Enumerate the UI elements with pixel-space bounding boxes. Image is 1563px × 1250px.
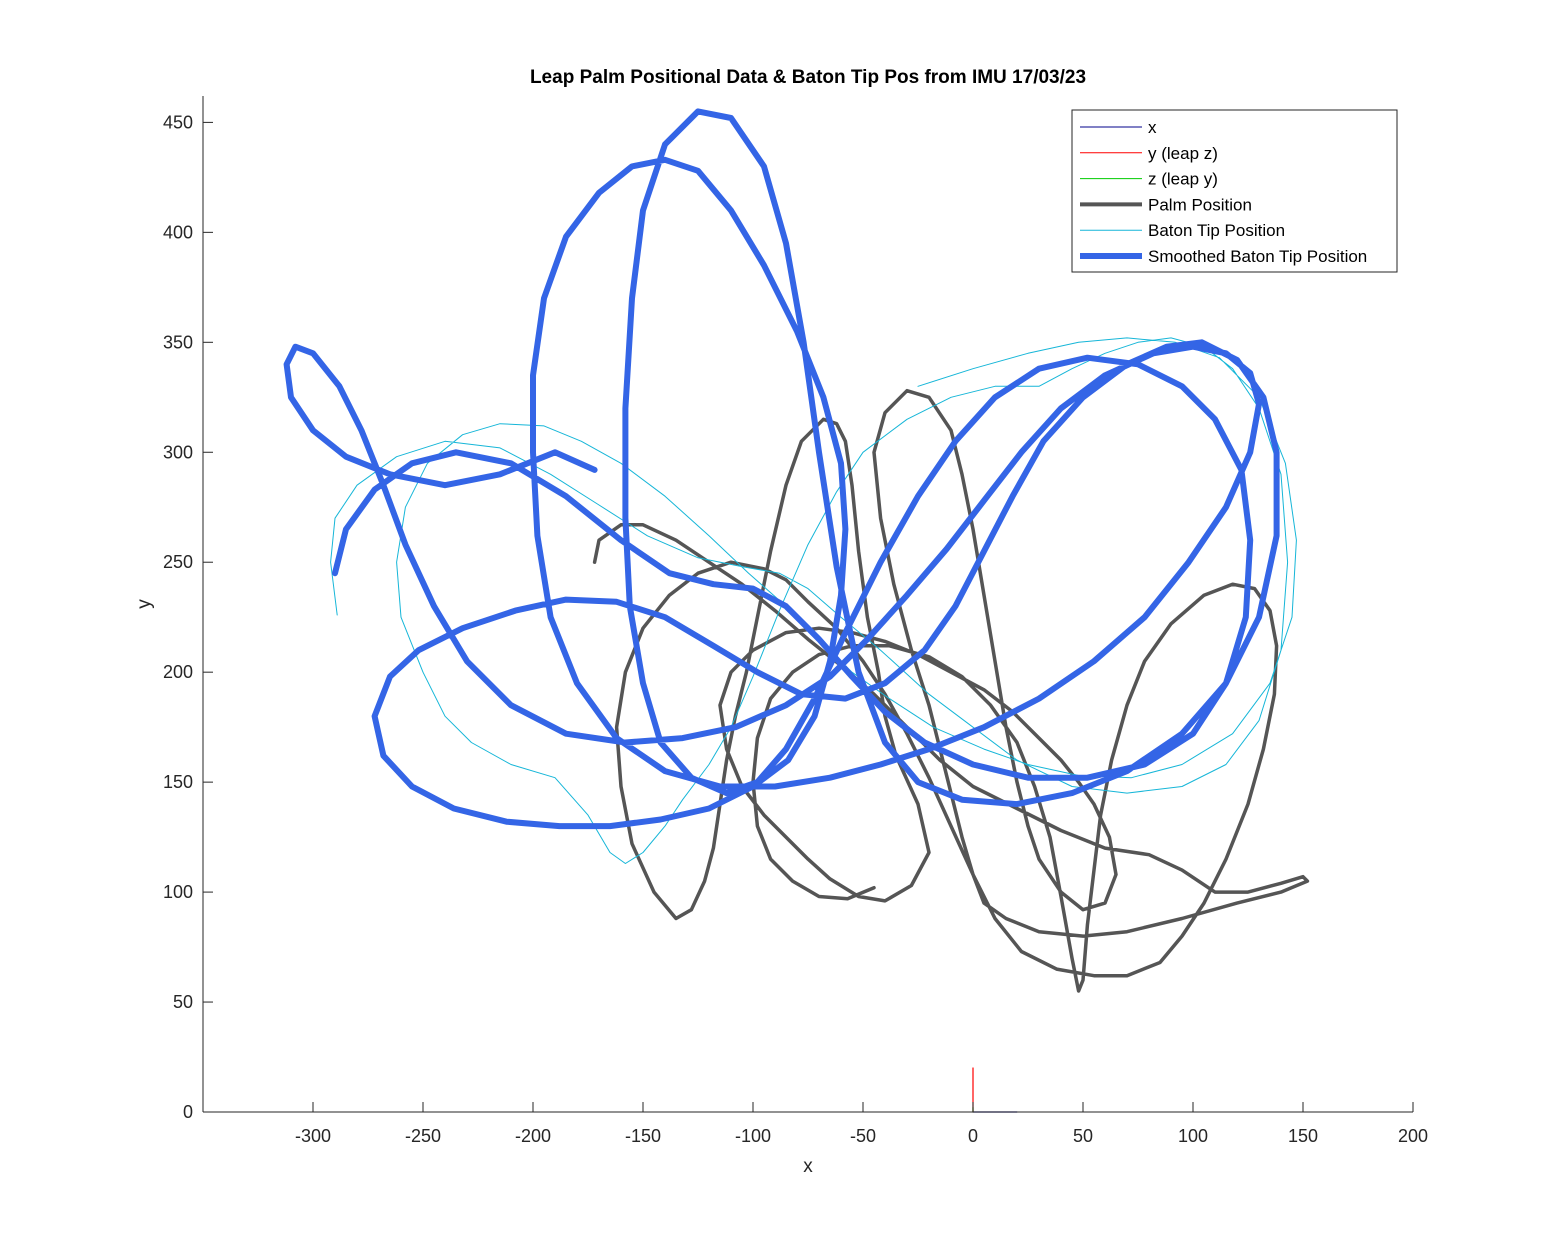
y-tick-label: 400 [163, 222, 193, 242]
x-tick-label: -250 [405, 1126, 441, 1146]
y-tick-label: 200 [163, 662, 193, 682]
y-tick-label: 50 [173, 992, 193, 1012]
legend-label-x: x [1148, 118, 1157, 137]
y-axis-label: y [134, 599, 155, 609]
x-tick-label: -50 [850, 1126, 876, 1146]
y-tick-label: 250 [163, 552, 193, 572]
x-tick-label: 100 [1178, 1126, 1208, 1146]
legend-label-smoothed-baton-tip-position: Smoothed Baton Tip Position [1148, 247, 1367, 266]
series-line-smoothed-baton-tip-position [283, 108, 1280, 830]
y-tick-label: 300 [163, 442, 193, 462]
x-tick-label: 200 [1398, 1126, 1428, 1146]
x-tick-label: -100 [735, 1126, 771, 1146]
legend-box [1071, 109, 1398, 273]
chart-title: Leap Palm Positional Data & Baton Tip Po… [530, 67, 1086, 88]
x-tick-label: -300 [295, 1126, 331, 1146]
y-tick-label: 350 [163, 332, 193, 352]
x-tick-label: 0 [968, 1126, 978, 1146]
y-tick-label: 150 [163, 772, 193, 792]
x-tick-label: 150 [1288, 1126, 1318, 1146]
axes [202, 96, 1413, 1113]
y-tick-label: 0 [183, 1102, 193, 1122]
y-tick-label: 450 [163, 112, 193, 132]
x-axis-label: x [803, 1156, 813, 1177]
legend: x y (leap z) z (leap y) Palm Position Baton … [1071, 109, 1398, 273]
legend-label-baton-tip-position: Baton Tip Position [1148, 221, 1285, 240]
ticks: -300 -250 -200 -150 -100 -50 0 50 100 150 200 0 50 10… [163, 112, 1428, 1146]
legend-label-z-leap-y: z (leap y) [1148, 170, 1218, 189]
legend-label-palm-position: Palm Position [1148, 195, 1252, 214]
x-tick-label: -200 [515, 1126, 551, 1146]
x-tick-label: 50 [1073, 1126, 1093, 1146]
y-tick-label: 100 [163, 882, 193, 902]
legend-label-y-leap-z: y (leap z) [1148, 144, 1218, 163]
plot-area [283, 108, 1310, 1113]
series-line-palm-position [592, 388, 1310, 993]
x-tick-label: -150 [625, 1126, 661, 1146]
